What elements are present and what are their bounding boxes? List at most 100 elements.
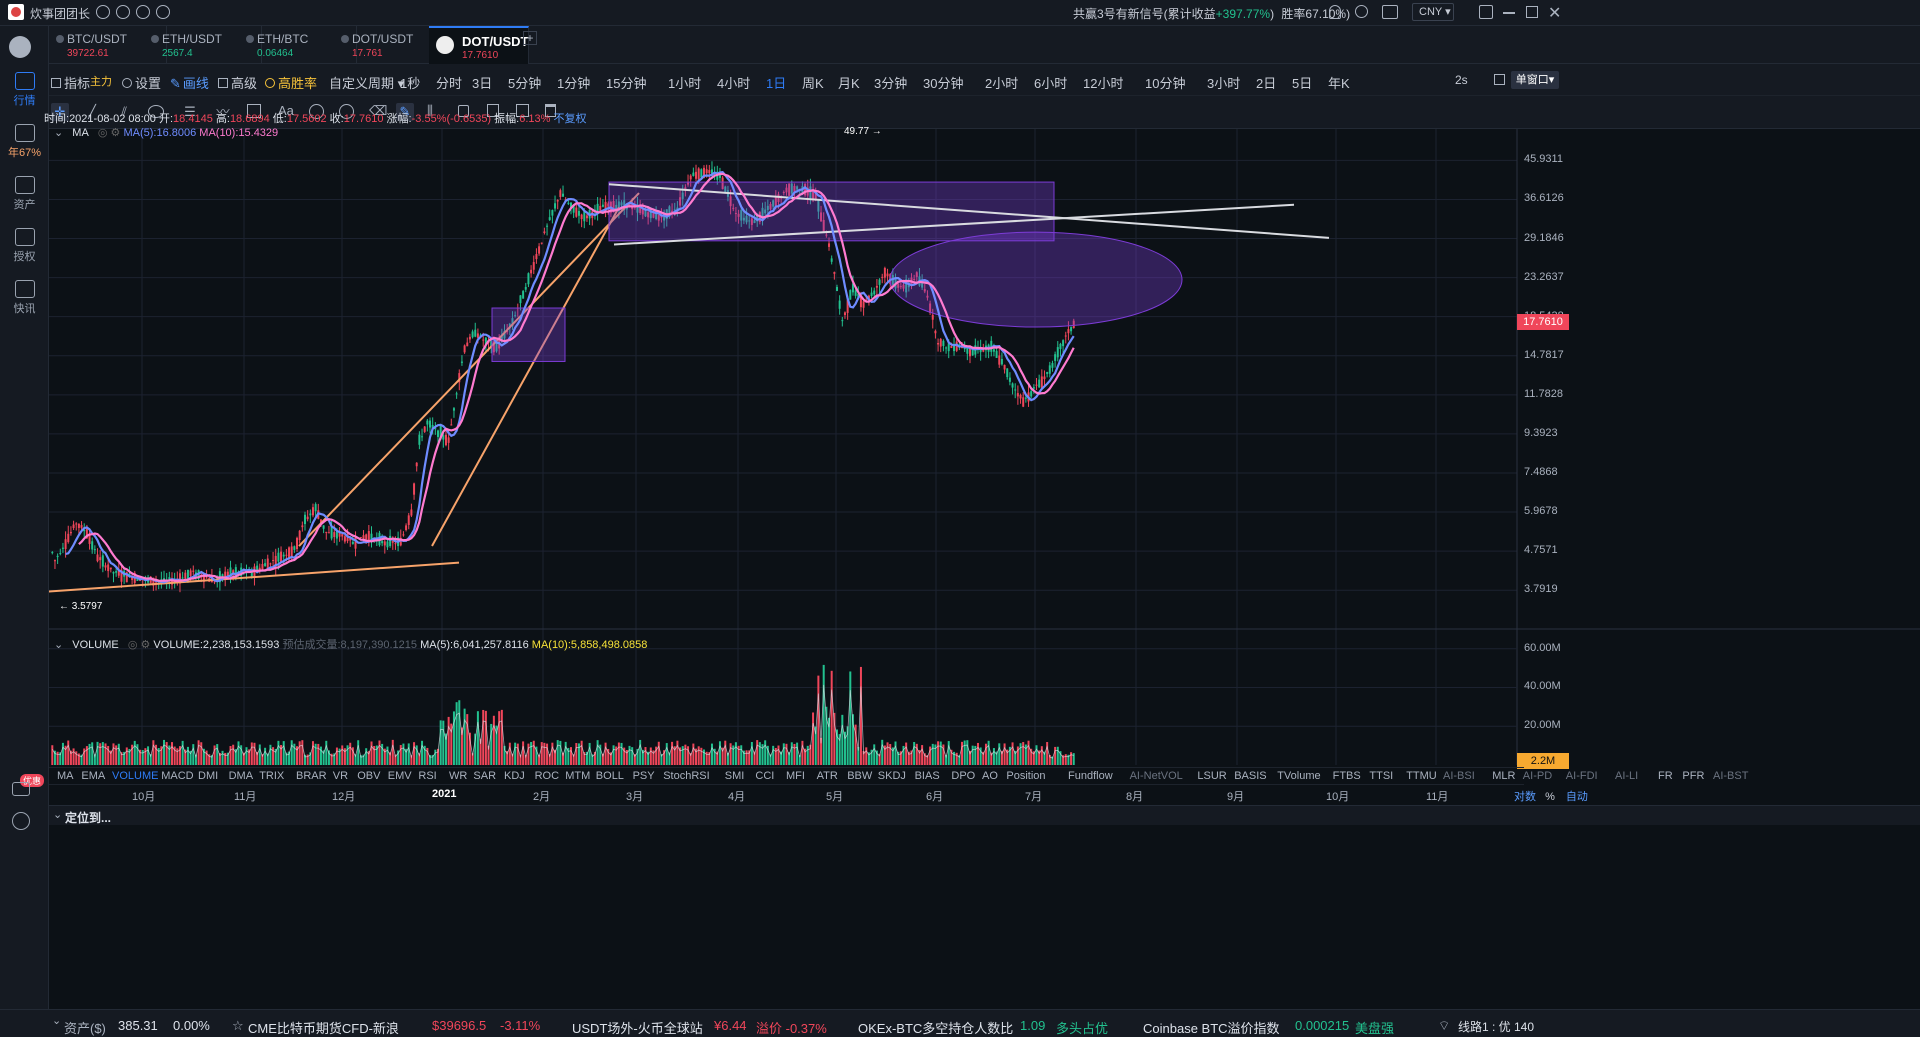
main-indicator-badge[interactable]: 主力 [90, 73, 112, 89]
app-avatar[interactable] [8, 4, 24, 20]
line-status[interactable]: 线路1 : 优 140 [1458, 1020, 1535, 1034]
indicator-tab-SAR[interactable]: SAR [473, 770, 497, 782]
period-5分钟[interactable]: 5分钟 [508, 76, 542, 91]
ma-name[interactable]: MA [72, 127, 89, 139]
indicator-tab-FR[interactable]: FR [1658, 770, 1673, 782]
period-10分钟[interactable]: 10分钟 [1145, 76, 1186, 91]
indicator-tab-KDJ[interactable]: KDJ [504, 770, 525, 782]
sidebar-toggle-icon[interactable] [1479, 5, 1493, 19]
sidebar-item-auth[interactable]: 授权 [0, 228, 49, 264]
volume-name[interactable]: VOLUME [72, 639, 119, 651]
eraser-icon[interactable]: ⌫ [369, 103, 388, 118]
log-scale-toggle[interactable]: 对数 [1514, 791, 1536, 803]
tab-eth-usdt[interactable]: ETH/USDT 2567.4 [144, 26, 262, 64]
indicator-tab-TTSI[interactable]: TTSI [1369, 770, 1394, 782]
period-周K[interactable]: 周K [802, 76, 824, 91]
refresh-rate[interactable]: 2s [1455, 73, 1468, 87]
winrate-button[interactable]: 高胜率 [265, 73, 317, 92]
period-5日[interactable]: 5日 [1292, 76, 1313, 91]
indicator-tab-PSY[interactable]: PSY [632, 770, 655, 782]
indicator-tab-MACD[interactable]: MACD [161, 770, 194, 782]
indicator-tab-DPO[interactable]: DPO [951, 770, 976, 782]
indicator-tab-AI-BST[interactable]: AI-BST [1713, 770, 1749, 782]
kline-chart[interactable] [49, 129, 1920, 1009]
indicator-tab-DMI[interactable]: DMI [198, 770, 219, 782]
advanced-button[interactable]: 高级 [218, 73, 257, 92]
period-15分钟[interactable]: 15分钟 [606, 76, 647, 91]
cme-label[interactable]: CME比特币期货CFD-新浪 [248, 1021, 399, 1036]
minimize-icon[interactable] [1503, 12, 1515, 14]
period-1小时[interactable]: 1小时 [668, 76, 702, 91]
indicator-tab-BOLL[interactable]: BOLL [595, 770, 624, 782]
period-2日[interactable]: 2日 [1256, 76, 1277, 91]
indicator-tab-PFR[interactable]: PFR [1682, 770, 1705, 782]
indicator-tab-AI-BSI[interactable]: AI-BSI [1443, 770, 1475, 782]
period-1秒[interactable]: 1秒 [400, 76, 421, 91]
period-3分钟[interactable]: 3分钟 [874, 76, 908, 91]
indicator-tab-CCI[interactable]: CCI [755, 770, 775, 782]
history-icon[interactable] [156, 5, 170, 19]
usdt-label[interactable]: USDT场外-火币全球站 [572, 1021, 703, 1036]
indicator-tab-WR[interactable]: WR [449, 770, 468, 782]
eye-icon[interactable]: ◎ [97, 127, 108, 139]
collapse-chevron-icon[interactable]: ⌄ [52, 1015, 62, 1027]
period-1日[interactable]: 1日 [766, 76, 787, 91]
indicator-tab-MA[interactable]: MA [57, 770, 74, 782]
period-分时[interactable]: 分时 [436, 76, 463, 91]
indicator-tab-AI-LI[interactable]: AI-LI [1615, 770, 1639, 782]
indicator-tab-OBV[interactable]: OBV [357, 770, 381, 782]
indicator-tab-Fundflow[interactable]: Fundflow [1068, 770, 1113, 782]
period-30分钟[interactable]: 30分钟 [923, 76, 964, 91]
settings-button[interactable]: 设置 [122, 73, 161, 92]
ellipse-icon[interactable] [148, 105, 164, 118]
period-1分钟[interactable]: 1分钟 [557, 76, 591, 91]
locate-label[interactable]: 定位到... [65, 811, 112, 825]
period-12小时[interactable]: 12小时 [1083, 76, 1124, 91]
period-6小时[interactable]: 6小时 [1034, 76, 1068, 91]
draw-button[interactable]: ✎ 画线 [170, 73, 209, 92]
indicator-tab-EMV[interactable]: EMV [387, 770, 412, 782]
bell-icon[interactable] [1329, 5, 1341, 19]
indicator-tab-MLR[interactable]: MLR [1492, 770, 1516, 782]
indicator-tab-ROC[interactable]: ROC [534, 770, 560, 782]
collapse-chevron-icon[interactable]: ⌄ [54, 639, 64, 651]
indicator-tab-BRAR[interactable]: BRAR [296, 770, 327, 782]
indicator-tab-VR[interactable]: VR [332, 770, 349, 782]
copy-icon[interactable] [487, 104, 499, 117]
okex-label[interactable]: OKEx-BTC多空持仓人数比 [858, 1021, 1014, 1036]
currency-select[interactable]: CNY ▾ [1412, 3, 1454, 21]
gear-icon[interactable]: ⚙ [110, 127, 121, 139]
star-icon[interactable]: ☆ [232, 1018, 244, 1033]
collapse-chevron-icon[interactable]: ⌄ [53, 809, 63, 821]
adjust-button[interactable]: 不复权 [553, 113, 587, 125]
tag-icon[interactable] [12, 782, 30, 796]
horizontal-lines-icon[interactable]: ☰ [184, 104, 196, 119]
indicator-tab-AO[interactable]: AO [982, 770, 998, 782]
restore-icon[interactable] [1526, 6, 1538, 18]
sidebar-item-annual[interactable]: 年67% [0, 124, 49, 160]
chart-area[interactable]: 时间:2021-08-02 08:00 开:18.4145 高:18.6894 … [44, 113, 1920, 1009]
tab-btc-usdt[interactable]: BTC/USDT 39722.61 [49, 26, 167, 64]
indicator-tab-AI-PD[interactable]: AI-PD [1522, 770, 1553, 782]
collapse-icon[interactable] [1494, 74, 1505, 85]
collapse-chevron-icon[interactable]: ⌄ [54, 127, 64, 139]
fib-icon[interactable] [309, 104, 324, 119]
indicator-tab-RSI[interactable]: RSI [418, 770, 437, 782]
eye-icon[interactable]: ◎ [127, 639, 138, 651]
indicator-tab-VOLUME[interactable]: VOLUME [112, 770, 159, 782]
gear-icon[interactable]: ⚙ [140, 639, 151, 651]
search-icon[interactable] [1355, 5, 1368, 18]
locate-bar[interactable]: ⌄ 定位到... [49, 805, 1920, 825]
indicator-tab-StochRSI[interactable]: StochRSI [663, 770, 710, 782]
coinbase-label[interactable]: Coinbase BTC溢价指数 [1143, 1021, 1280, 1036]
indicator-tab-EMA[interactable]: EMA [81, 770, 106, 782]
crosshair-icon[interactable]: ✛ [51, 103, 69, 121]
period-3小时[interactable]: 3小时 [1207, 76, 1241, 91]
candle-style-icon[interactable]: ⫼ [427, 103, 433, 118]
period-3日[interactable]: 3日 [472, 76, 493, 91]
measure-icon[interactable] [247, 104, 261, 118]
percent-toggle[interactable]: % [1545, 791, 1555, 803]
indicator-tab-ATR[interactable]: ATR [816, 770, 838, 782]
settings-icon[interactable] [12, 812, 30, 830]
indicator-tab-SMI[interactable]: SMI [724, 770, 745, 782]
